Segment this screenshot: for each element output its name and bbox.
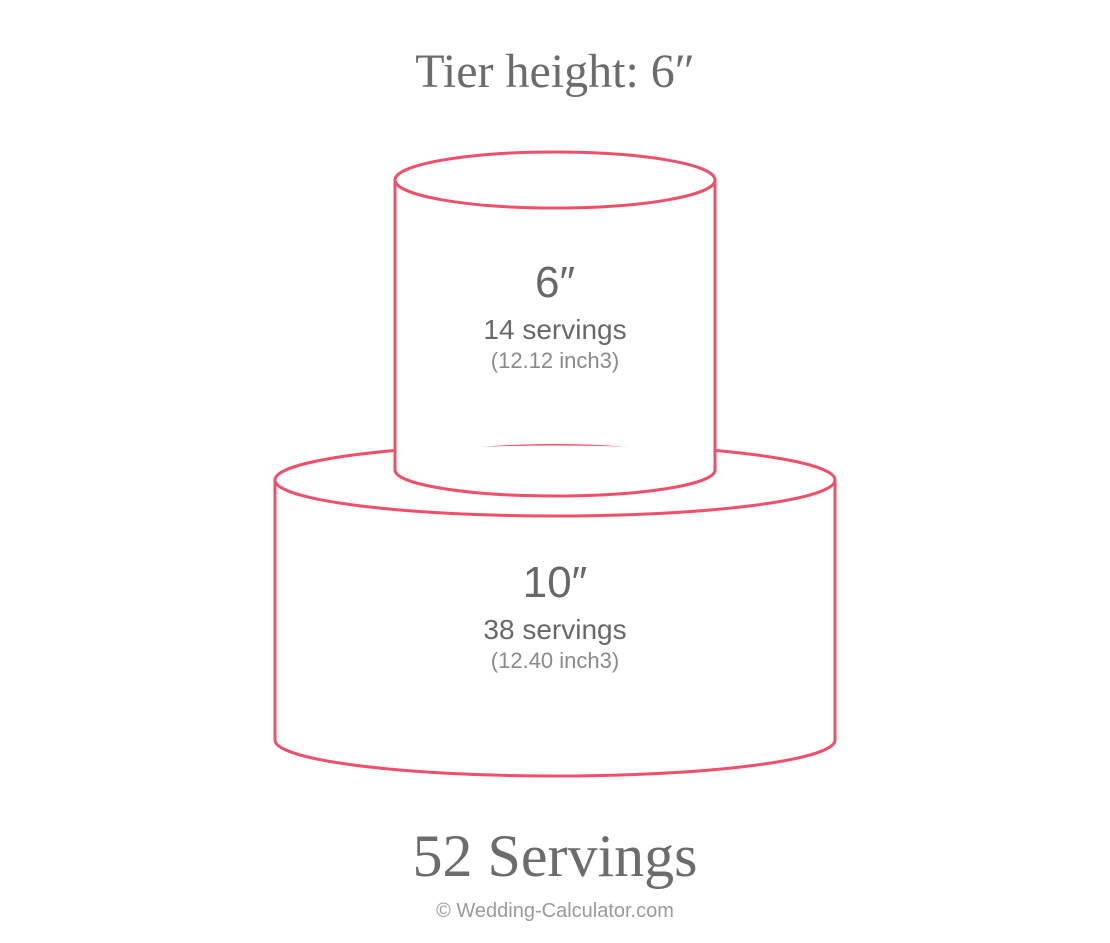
bottom-tier-base-arc: [275, 740, 835, 776]
cake-diagram: 6″ 14 servings (12.12 inch3) 10″ 38 serv…: [255, 140, 855, 800]
bottom-tier-servings: 38 servings: [255, 614, 855, 646]
top-tier-volume: (12.12 inch3): [255, 348, 855, 374]
bottom-tier-top-ellipse: [275, 444, 835, 516]
infographic-stage: Tier height: 6″ 6″ 14 se: [0, 0, 1110, 943]
bottom-tier-volume: (12.40 inch3): [255, 648, 855, 674]
top-tier-label: 6″ 14 servings (12.12 inch3): [255, 258, 855, 374]
top-tier-top-ellipse: [395, 152, 715, 208]
credit-line: © Wedding-Calculator.com: [0, 900, 1110, 923]
top-tier-size: 6″: [255, 258, 855, 308]
top-tier-base-arc: [395, 470, 715, 496]
bottom-tier-size: 10″: [255, 558, 855, 608]
bottom-tier-label: 10″ 38 servings (12.40 inch3): [255, 558, 855, 674]
total-servings: 52 Servings: [0, 822, 1110, 891]
tier-height-title: Tier height: 6″: [0, 44, 1110, 99]
cake-svg: [255, 140, 855, 800]
top-tier-servings: 14 servings: [255, 314, 855, 346]
